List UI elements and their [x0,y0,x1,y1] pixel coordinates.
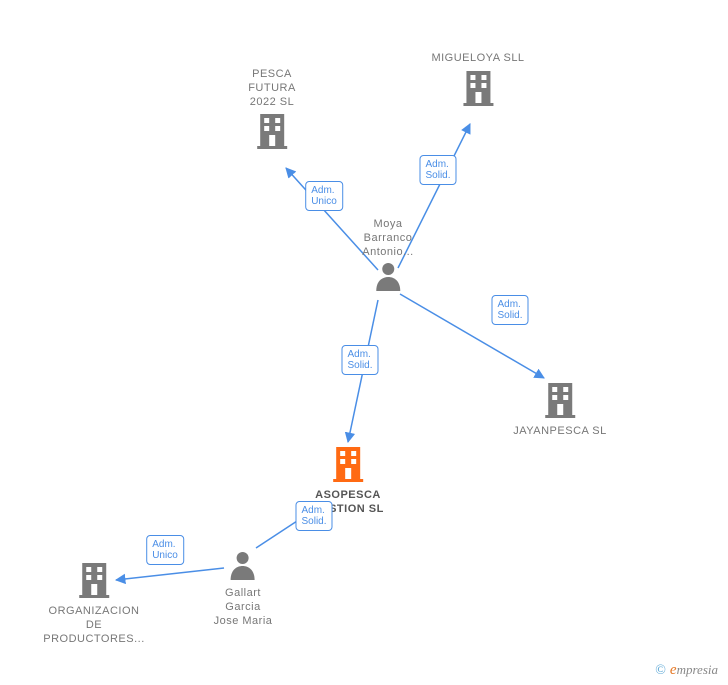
diagram-canvas: PESCA FUTURA 2022 SL MIGUELOYA SLL Moya … [0,0,728,685]
edge-label: Adm. Solid. [491,295,528,325]
building-icon [255,111,289,154]
node-moya[interactable]: Moya Barranco Antonio... [362,218,413,298]
node-pesca_futura[interactable]: PESCA FUTURA 2022 SL [248,68,296,156]
person-icon [374,261,402,296]
building-icon [543,380,577,423]
building-icon [331,444,365,487]
brand-name: empresia [670,662,718,679]
edge-label: Adm. Unico [305,181,343,211]
node-gallart[interactable]: Gallart Garcia Jose Maria [214,548,273,628]
node-label: ORGANIZACION DE PRODUCTORES... [43,605,145,646]
edge-label: Adm. Solid. [419,155,456,185]
building-icon [77,560,111,603]
node-jayanpesca[interactable]: JAYANPESCA SL [513,378,607,439]
copyright-symbol: © [655,663,666,679]
node-label: MIGUELOYA SLL [431,52,524,66]
person-icon [229,550,257,585]
node-label: JAYANPESCA SL [513,425,607,439]
edge-label: Adm. Solid. [295,501,332,531]
node-label: Gallart Garcia Jose Maria [214,587,273,628]
node-label: PESCA FUTURA 2022 SL [248,68,296,109]
building-icon [461,68,495,111]
node-migueloya[interactable]: MIGUELOYA SLL [431,52,524,113]
watermark: © empresia [655,662,718,679]
node-organizacion[interactable]: ORGANIZACION DE PRODUCTORES... [43,558,145,646]
edge-label: Adm. Unico [146,535,184,565]
edge-label: Adm. Solid. [341,345,378,375]
node-label: Moya Barranco Antonio... [362,218,413,259]
